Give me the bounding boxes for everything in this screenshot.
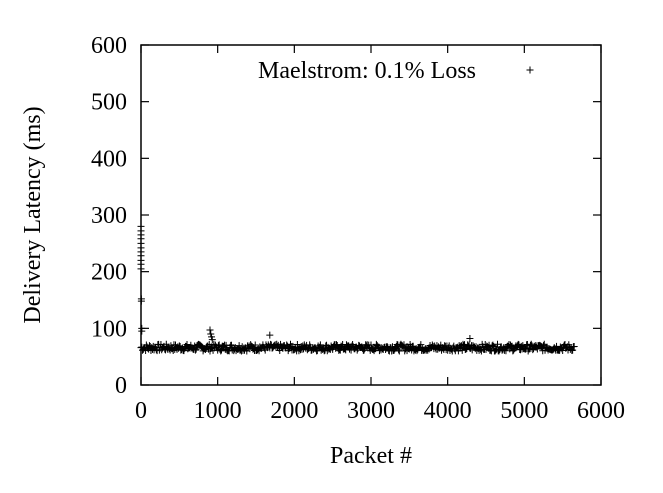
y-tick-label: 500: [91, 90, 127, 116]
data-point: [208, 333, 216, 341]
y-tick-label: 200: [91, 260, 127, 286]
data-point: [494, 340, 501, 348]
x-tick-label: 5000: [500, 398, 548, 424]
data-point: [570, 343, 578, 351]
data-point: [540, 340, 548, 348]
data-point: [238, 343, 246, 351]
data-point: [488, 342, 496, 350]
data-point: [458, 346, 466, 354]
y-tick-label: 600: [91, 33, 127, 59]
data-point: [206, 326, 214, 334]
tick-labels: 0 1000 2000 3000 4000 5000 6000 0 100 200 300 400 50…: [91, 33, 625, 424]
x-tick-label: 2000: [270, 398, 318, 424]
data-point: [217, 347, 225, 355]
data-point: [208, 336, 216, 344]
x-tick-label: 1000: [194, 398, 242, 424]
x-tick-label: 4000: [424, 398, 472, 424]
y-tick-label: 0: [115, 373, 127, 399]
data-point: [191, 346, 199, 354]
legend-label: Maelstrom: 0.1% Loss: [258, 58, 476, 84]
data-point: [484, 343, 492, 351]
x-tick-label: 6000: [577, 398, 625, 424]
axis-ticks: [140, 44, 602, 386]
x-tick-label: 0: [135, 398, 147, 424]
data-point: [417, 341, 425, 349]
data-point: [192, 345, 200, 353]
data-point: [214, 342, 222, 350]
legend-marker: [526, 66, 534, 74]
y-axis-label: Delivery Latency (ms): [20, 106, 46, 323]
data-point: [569, 346, 577, 354]
data-point: [367, 341, 375, 349]
data-points: [137, 222, 578, 355]
legend-marker-symbol: [526, 66, 534, 74]
data-point: [266, 331, 274, 339]
y-tick-label: 300: [91, 203, 127, 229]
data-point: [333, 341, 340, 349]
data-point: [251, 341, 259, 349]
y-tick-label: 400: [91, 146, 127, 172]
data-point: [507, 341, 515, 349]
x-tick-label: 3000: [347, 398, 395, 424]
data-point: [235, 342, 243, 350]
data-point: [167, 342, 175, 350]
y-tick-label: 100: [91, 316, 127, 342]
legend: Maelstrom: 0.1% Loss: [258, 58, 534, 84]
data-point: [553, 342, 561, 350]
data-point: [533, 345, 541, 353]
data-point: [293, 340, 301, 348]
data-point: [316, 341, 324, 349]
data-point: [489, 341, 497, 349]
data-point: [360, 346, 368, 354]
data-point: [398, 342, 406, 350]
data-point: [466, 335, 474, 343]
data-point: [197, 342, 205, 350]
data-point: [395, 346, 403, 354]
data-point: [147, 346, 155, 354]
data-point: [517, 346, 524, 354]
x-axis-label: Packet #: [330, 443, 412, 469]
data-point: [502, 347, 510, 355]
